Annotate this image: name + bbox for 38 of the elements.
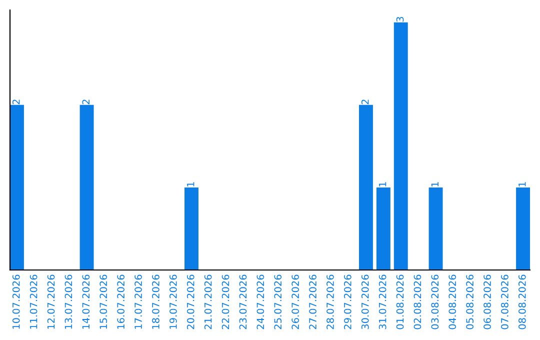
x-tick-label: 16.07.2026 xyxy=(117,274,124,329)
x-tick-label: 14.07.2026 xyxy=(82,274,90,329)
x-tick-label: 25.07.2026 xyxy=(274,274,282,330)
data-label: 2 xyxy=(82,100,90,104)
x-tick-label: 27.07.2026 xyxy=(309,274,316,330)
x-tick-label: 24.07.2026 xyxy=(256,274,264,330)
x-tick-label: 21.07.2026 xyxy=(204,274,212,330)
x-tick-label: 19.07.2026 xyxy=(169,274,177,329)
data-label: 1 xyxy=(431,182,438,186)
x-tick-label: 28.07.2026 xyxy=(326,274,334,330)
x-tick-label: 11.07.2026 xyxy=(30,274,38,329)
x-tick-label: 13.07.2026 xyxy=(64,274,72,329)
x-tick-label: 22.07.2026 xyxy=(222,274,230,330)
x-tick-label: 03.08.2026 xyxy=(431,274,439,330)
x-tick-label: 04.08.2026 xyxy=(448,274,456,330)
x-tick-label: 29.07.2026 xyxy=(344,274,352,330)
x-tick-label: 06.08.2026 xyxy=(484,274,491,330)
x-tick-label: 12.07.2026 xyxy=(47,274,55,329)
x-tick-label: 15.07.2026 xyxy=(100,274,108,329)
x-tick-label: 17.07.2026 xyxy=(134,274,142,329)
data-label: 1 xyxy=(379,182,386,186)
data-label: 2 xyxy=(361,100,369,104)
x-tick-label: 08.08.2026 xyxy=(518,274,526,330)
x-tick-label: 26.07.2026 xyxy=(292,274,299,330)
x-tick-label: 07.08.2026 xyxy=(501,274,508,330)
x-tick-label: 30.07.2026 xyxy=(361,274,369,330)
data-label: 2 xyxy=(12,100,20,104)
data-label: 3 xyxy=(396,16,404,22)
x-tick-label: 23.07.2026 xyxy=(239,274,247,330)
x-tick-label: 05.08.2026 xyxy=(466,274,474,330)
data-label: 1 xyxy=(518,182,526,186)
x-tick-label: 20.07.2026 xyxy=(186,274,194,330)
x-tick-label: 31.07.2026 xyxy=(378,274,386,330)
x-tick-label: 18.07.2026 xyxy=(152,274,160,329)
data-label: 1 xyxy=(187,182,194,186)
x-tick-label: 10.07.2026 xyxy=(12,274,20,329)
x-tick-label: 01.08.2026 xyxy=(396,274,404,330)
x-tick-label: 02.08.2026 xyxy=(414,274,422,330)
